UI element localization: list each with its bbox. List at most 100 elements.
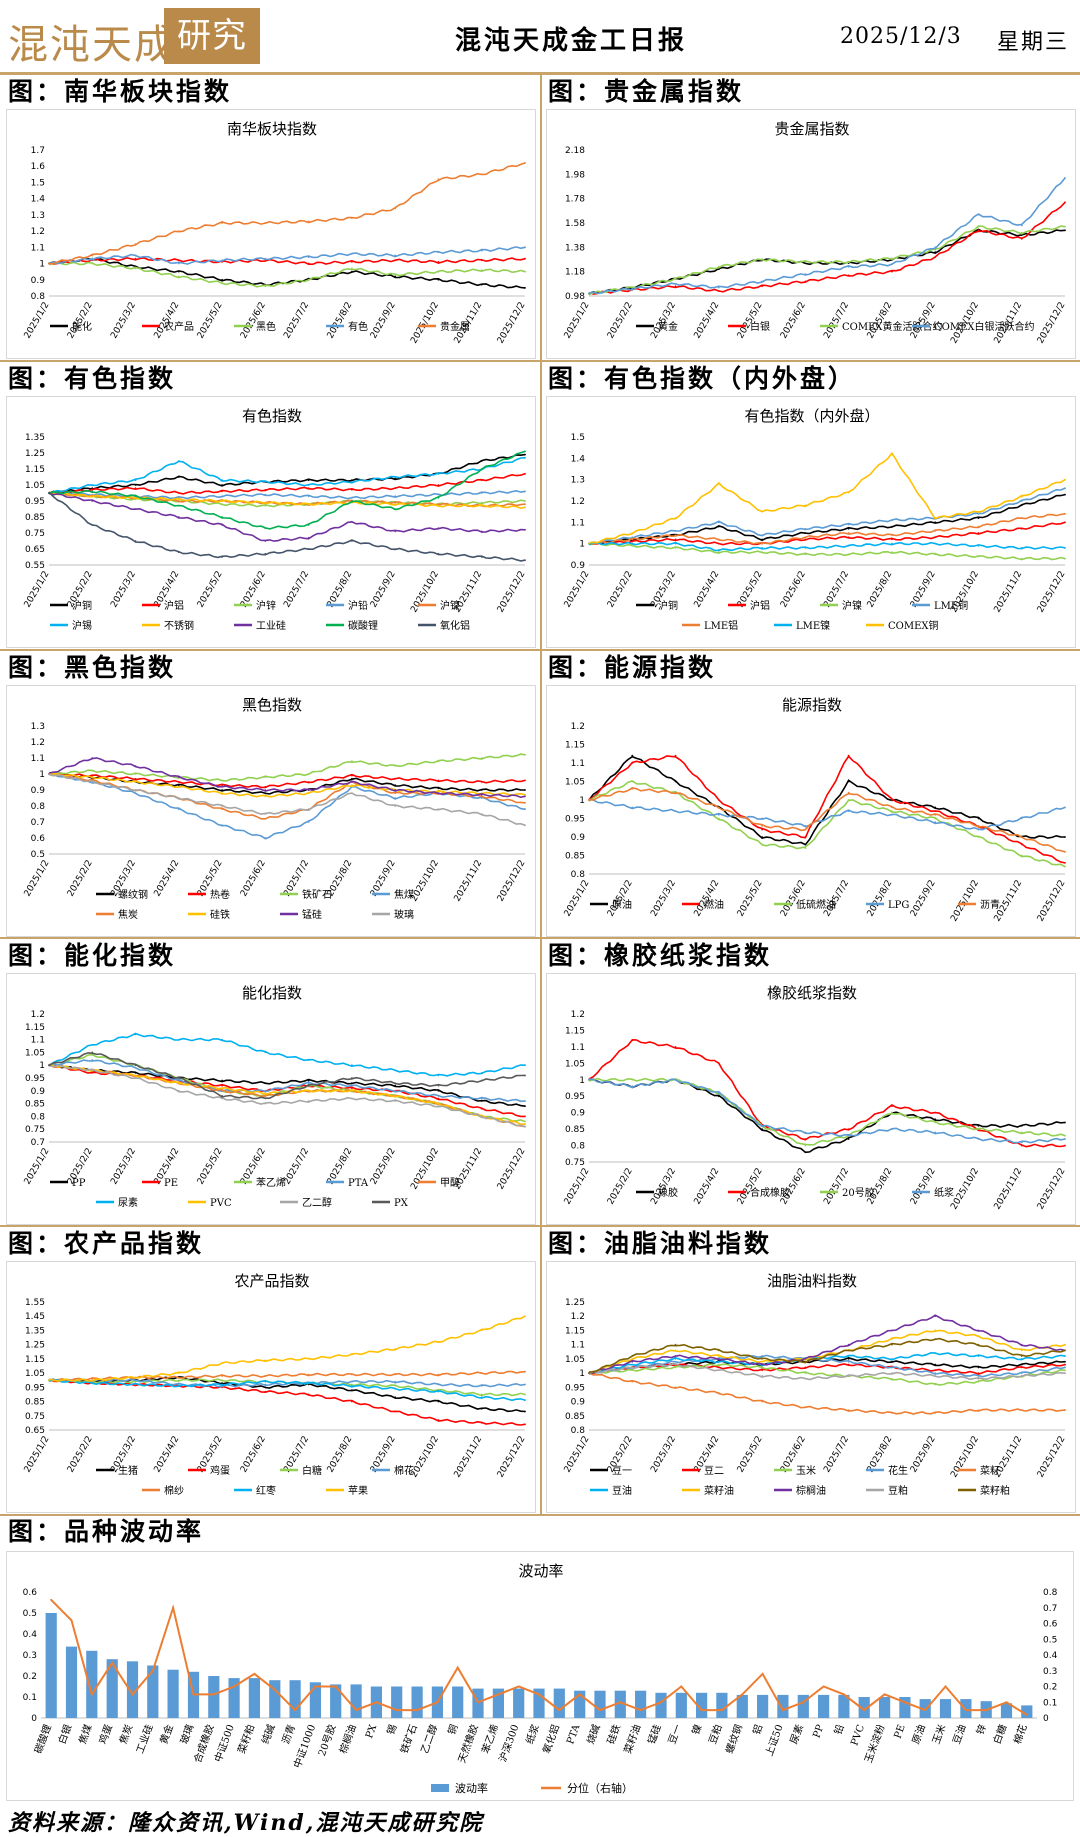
data-point <box>351 488 353 491</box>
series-line-玉米 <box>588 1363 1066 1386</box>
data-point <box>524 1399 526 1402</box>
percentile-point <box>456 1666 459 1669</box>
percentile-point <box>863 1709 866 1712</box>
data-point <box>674 1357 677 1360</box>
category-label: 玻璃 <box>177 1723 196 1746</box>
data-point <box>524 490 526 493</box>
bar-中证500 <box>228 1678 240 1718</box>
category-label: 锡 <box>384 1723 400 1737</box>
legend-label: 黑色 <box>256 320 276 333</box>
bar-焦煤 <box>86 1650 98 1718</box>
data-point <box>177 551 180 554</box>
chart-ferrous: 黑色指数 0.5 0.6 0.7 0.8 0.9 1 1.1 1.2 1.3 2025/1/2 202… <box>6 685 536 937</box>
chart-title: 黑色指数 <box>242 696 302 714</box>
data-point <box>524 1125 526 1128</box>
bar-黄金 <box>167 1669 179 1718</box>
data-point <box>631 1369 634 1372</box>
data-point <box>394 805 397 807</box>
y-tick-label: 1.25 <box>25 1341 45 1351</box>
data-point <box>804 1360 807 1363</box>
data-point <box>631 1039 634 1042</box>
data-point <box>588 542 590 545</box>
data-point <box>1020 1349 1023 1352</box>
x-tick-label: 2025/7/2 <box>282 301 311 341</box>
data-point <box>804 1366 807 1369</box>
data-point <box>394 477 397 480</box>
x-tick-label: 2025/3/2 <box>649 1167 678 1207</box>
data-point <box>437 1102 440 1105</box>
section-heading-chemical: 图：能化指数 <box>8 941 177 970</box>
x-tick-label: 2025/6/2 <box>779 1167 808 1207</box>
data-point <box>351 496 353 499</box>
data-point <box>264 813 267 815</box>
data-point <box>674 1363 677 1366</box>
data-point <box>891 1329 893 1332</box>
data-point <box>1020 854 1023 857</box>
category-label: PP <box>811 1723 826 1740</box>
data-point <box>524 1383 526 1386</box>
y-tick-label: 1.15 <box>565 741 585 751</box>
data-point <box>977 1138 980 1140</box>
percentile-point <box>1005 1701 1008 1704</box>
data-point <box>177 784 180 787</box>
series-line-棕榈油 <box>588 1314 1066 1375</box>
y-tick-label: 0.9 <box>571 561 586 571</box>
x-tick-label: 2025/9/2 <box>369 570 398 610</box>
data-point <box>480 504 483 507</box>
data-point <box>891 1105 893 1107</box>
bar-烧碱 <box>594 1690 606 1718</box>
data-point <box>307 487 310 490</box>
data-point <box>524 1423 526 1426</box>
data-point <box>91 262 94 265</box>
data-point <box>48 773 50 775</box>
percentile-point <box>131 1693 134 1696</box>
data-point <box>91 757 94 759</box>
bar-PE <box>899 1697 911 1718</box>
data-point <box>480 1385 483 1387</box>
data-point <box>307 1084 310 1087</box>
data-point <box>351 479 353 482</box>
legend-label: 碳酸锂 <box>348 619 378 632</box>
y-tick-label: 0.75 <box>25 1412 45 1422</box>
data-point <box>717 1363 720 1366</box>
chart-chemical: 能化指数 0.7 0.75 0.8 0.85 0.9 0.95 1 1.05 1.1 1.15 1.2… <box>6 973 536 1225</box>
y-tick-label: 1.3 <box>31 211 45 221</box>
series-line-黑色 <box>48 261 526 288</box>
y-tick-label: 1 <box>579 796 585 806</box>
data-point <box>524 500 526 502</box>
data-point <box>437 278 440 281</box>
y-tick-label: 0.7 <box>31 818 45 828</box>
data-point <box>524 1074 526 1077</box>
legend-label: 沪镍 <box>842 599 862 612</box>
data-point <box>437 792 440 795</box>
y2-tick-label: 0.3 <box>1043 1667 1057 1677</box>
y-tick-label: 0.95 <box>25 1383 45 1393</box>
legend-label: 棉花 <box>394 1464 414 1477</box>
y-tick-label: 2.18 <box>565 146 585 156</box>
legend-label: 菜籽 <box>980 1465 1000 1477</box>
data-point <box>437 1373 440 1376</box>
data-point <box>524 795 526 798</box>
y-tick-label: 1.7 <box>31 146 45 156</box>
data-point <box>221 278 223 281</box>
data-point <box>134 1066 137 1069</box>
legend-label: 生猪 <box>118 1464 138 1477</box>
legend-label: 豆二 <box>704 1465 724 1477</box>
data-point <box>891 1128 893 1131</box>
data-point <box>91 490 94 493</box>
y-tick-label: 1.3 <box>31 722 45 732</box>
data-point <box>264 257 267 260</box>
series-line-焦煤 <box>48 772 526 840</box>
data-point <box>307 808 310 811</box>
bar-沥青 <box>289 1680 301 1718</box>
y-tick-label: 0.9 <box>571 1398 586 1408</box>
data-point <box>480 781 483 783</box>
data-point <box>264 1390 267 1393</box>
data-point <box>394 784 397 787</box>
x-tick-label: 2025/6/2 <box>779 301 808 341</box>
legend-label: 乙二醇 <box>302 1196 332 1209</box>
data-point <box>480 1107 483 1110</box>
data-point <box>351 777 353 780</box>
data-point <box>934 246 937 249</box>
data-point <box>674 1045 677 1048</box>
